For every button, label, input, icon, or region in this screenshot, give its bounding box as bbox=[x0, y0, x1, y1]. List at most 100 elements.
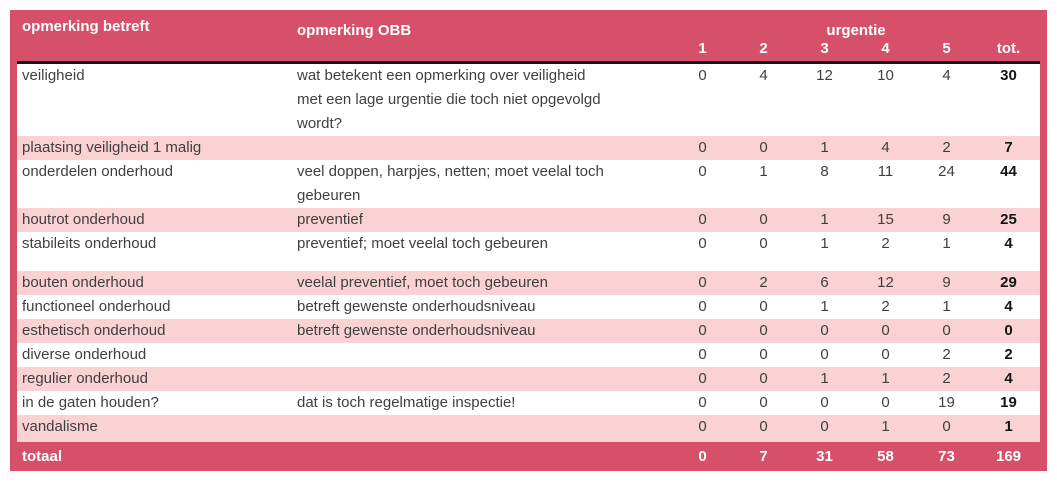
urgency-summary-table: opmerking betreft opmerking OBB urgentie… bbox=[10, 10, 1047, 471]
row-label: vandalisme bbox=[22, 418, 98, 435]
footer-urgency-total: 7 bbox=[759, 448, 768, 465]
urgency-value: 0 bbox=[759, 322, 768, 339]
urgency-value: 12 bbox=[877, 274, 894, 291]
urgency-value: 0 bbox=[698, 370, 707, 387]
row-label: diverse onderhoud bbox=[22, 346, 147, 363]
urgency-value: 19 bbox=[938, 394, 955, 411]
urgency-value: 0 bbox=[759, 235, 768, 252]
header-row-titles: opmerking betreft opmerking OBB urgentie bbox=[17, 10, 1040, 40]
row-total-value: 1 bbox=[1004, 418, 1013, 435]
urgency-value: 0 bbox=[698, 322, 707, 339]
urgency-value: 8 bbox=[820, 163, 829, 180]
urgency-value: 0 bbox=[759, 418, 768, 435]
footer-urgency-total: 58 bbox=[877, 448, 894, 465]
urgency-value: 0 bbox=[698, 139, 707, 156]
urgency-value: 0 bbox=[881, 394, 890, 411]
footer-urgency-total: 0 bbox=[698, 448, 707, 465]
urgency-value: 0 bbox=[820, 418, 829, 435]
urgency-value: 1 bbox=[820, 235, 829, 252]
row-label: onderdelen onderhoud bbox=[22, 163, 173, 180]
urgency-value: 2 bbox=[881, 235, 890, 252]
urgency-value: 1 bbox=[820, 298, 829, 315]
row-label: houtrot onderhoud bbox=[22, 211, 145, 228]
table-row: vandalisme 0 0 0 1 0 1 bbox=[17, 415, 1040, 442]
table-row: diverse onderhoud 0 0 0 0 2 2 bbox=[17, 343, 1040, 367]
urgency-value: 0 bbox=[759, 139, 768, 156]
footer-grand-total: 169 bbox=[995, 448, 1022, 465]
urgency-value: 9 bbox=[942, 274, 951, 291]
footer-urgency-total: 73 bbox=[938, 448, 955, 465]
urgency-value: 0 bbox=[698, 346, 707, 363]
row-obb-comment: betreft gewenste onderhoudsniveau bbox=[297, 298, 536, 315]
column-header-urgency-2: 2 bbox=[759, 40, 768, 57]
urgency-value: 1 bbox=[820, 370, 829, 387]
urgency-value: 0 bbox=[942, 418, 951, 435]
urgency-value: 12 bbox=[816, 67, 833, 84]
urgency-value: 0 bbox=[698, 211, 707, 228]
row-label: plaatsing veiligheid 1 malig bbox=[22, 139, 202, 156]
table-row: plaatsing veiligheid 1 malig 0 0 1 4 2 7 bbox=[17, 136, 1040, 160]
row-obb-comment: betreft gewenste onderhoudsniveau bbox=[297, 322, 536, 339]
header-row-urgency-levels: 1 2 3 4 5 tot. bbox=[17, 40, 1040, 61]
column-header-urgency-1: 1 bbox=[698, 40, 707, 57]
row-obb-comment: dat is toch regelmatige inspectie! bbox=[297, 394, 516, 411]
urgency-value: 0 bbox=[759, 211, 768, 228]
row-obb-comment: veel doppen, harpjes, netten; moet veela… bbox=[297, 163, 604, 204]
column-header-opmerking-obb: opmerking OBB bbox=[297, 22, 412, 39]
table-row: onderdelen onderhoud veel doppen, harpje… bbox=[17, 160, 1040, 208]
column-header-total: tot. bbox=[996, 40, 1021, 57]
urgency-value: 1 bbox=[881, 370, 890, 387]
table-row: regulier onderhoud 0 0 1 1 2 4 bbox=[17, 367, 1040, 391]
urgency-value: 0 bbox=[942, 322, 951, 339]
row-label: bouten onderhoud bbox=[22, 274, 144, 291]
row-label: regulier onderhoud bbox=[22, 370, 148, 387]
urgency-value: 11 bbox=[877, 163, 894, 180]
urgency-value: 0 bbox=[698, 394, 707, 411]
urgency-value: 0 bbox=[698, 298, 707, 315]
urgency-value: 0 bbox=[820, 346, 829, 363]
urgency-value: 1 bbox=[759, 163, 768, 180]
urgency-value: 2 bbox=[942, 346, 951, 363]
column-header-urgency-5: 5 bbox=[942, 40, 951, 57]
urgency-value: 4 bbox=[759, 67, 768, 84]
urgency-value: 1 bbox=[942, 298, 951, 315]
row-label: functioneel onderhoud bbox=[22, 298, 171, 315]
urgency-value: 0 bbox=[698, 163, 707, 180]
urgency-value: 0 bbox=[698, 418, 707, 435]
table-row: functioneel onderhoud betreft gewenste o… bbox=[17, 295, 1040, 319]
table-row: in de gaten houden? dat is toch regelmat… bbox=[17, 391, 1040, 415]
row-label: veiligheid bbox=[22, 67, 85, 84]
urgency-value: 0 bbox=[759, 346, 768, 363]
urgency-value: 9 bbox=[942, 211, 951, 228]
column-header-urgency-3: 3 bbox=[820, 40, 829, 57]
urgency-value: 4 bbox=[942, 67, 951, 84]
row-label: stabileits onderhoud bbox=[22, 235, 157, 252]
row-total-value: 7 bbox=[1004, 139, 1013, 156]
urgency-value: 0 bbox=[820, 394, 829, 411]
table-row: houtrot onderhoud preventief 0 0 1 15 9 … bbox=[17, 208, 1040, 232]
urgency-value: 0 bbox=[698, 67, 707, 84]
table-footer-row: totaal 0 7 31 58 73 169 bbox=[17, 442, 1040, 471]
column-header-urgency-4: 4 bbox=[881, 40, 890, 57]
urgency-value: 24 bbox=[938, 163, 955, 180]
urgency-value: 0 bbox=[698, 274, 707, 291]
table-row: veiligheid wat betekent een opmerking ov… bbox=[17, 64, 1040, 136]
row-obb-comment: preventief bbox=[297, 211, 363, 228]
row-total-value: 19 bbox=[1000, 394, 1017, 411]
urgency-value: 1 bbox=[820, 211, 829, 228]
urgency-value: 0 bbox=[881, 322, 890, 339]
table-row: bouten onderhoud veelal preventief, moet… bbox=[17, 271, 1040, 295]
row-obb-comment: wat betekent een opmerking over veilighe… bbox=[297, 67, 601, 132]
urgency-value: 1 bbox=[881, 418, 890, 435]
footer-urgency-total: 31 bbox=[816, 448, 833, 465]
urgency-value: 2 bbox=[942, 139, 951, 156]
row-obb-comment: preventief; moet veelal toch gebeuren bbox=[297, 235, 548, 252]
row-total-value: 25 bbox=[1000, 211, 1017, 228]
urgency-value: 1 bbox=[942, 235, 951, 252]
urgency-value: 0 bbox=[698, 235, 707, 252]
row-total-value: 44 bbox=[1000, 163, 1017, 180]
urgency-value: 2 bbox=[881, 298, 890, 315]
urgency-value: 0 bbox=[759, 394, 768, 411]
urgency-value: 0 bbox=[759, 298, 768, 315]
